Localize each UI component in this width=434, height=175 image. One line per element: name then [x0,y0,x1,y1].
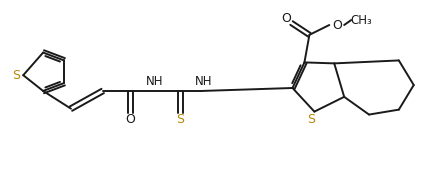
Text: S: S [176,113,184,126]
Text: CH₃: CH₃ [349,14,371,27]
Text: S: S [307,113,315,126]
Text: O: O [281,12,291,25]
Text: O: O [125,113,135,126]
Text: NH: NH [195,75,212,88]
Text: O: O [332,19,342,32]
Text: NH: NH [145,75,163,88]
Text: S: S [12,69,20,82]
